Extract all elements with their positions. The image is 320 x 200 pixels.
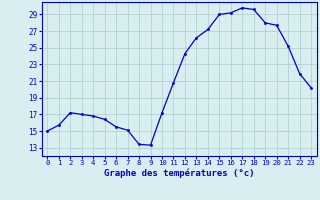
X-axis label: Graphe des températures (°c): Graphe des températures (°c)	[104, 169, 254, 178]
